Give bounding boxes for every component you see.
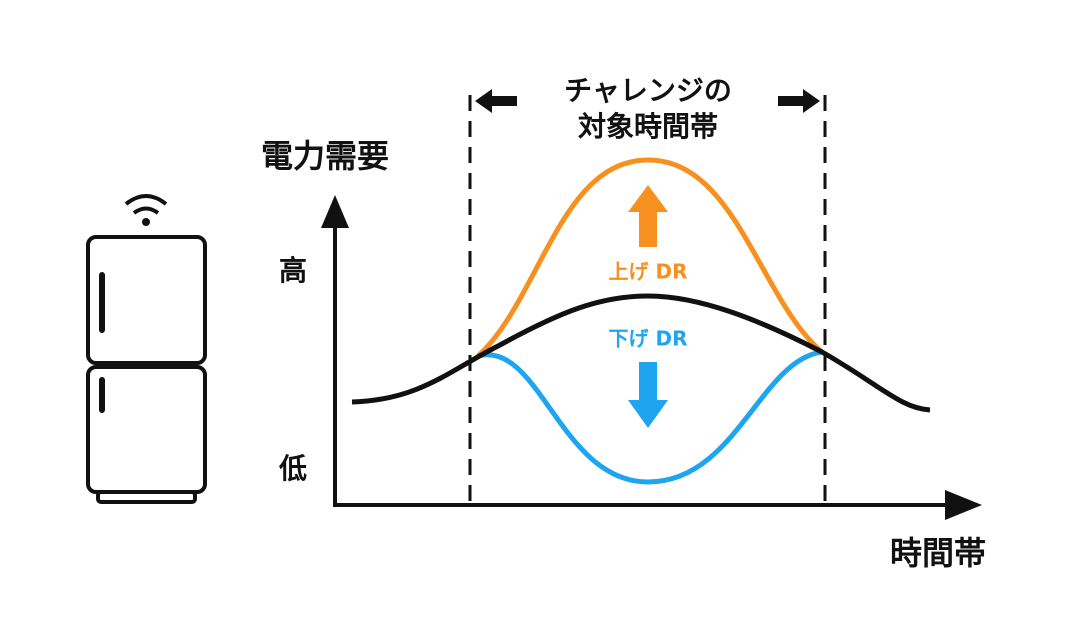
x-axis-arrow (945, 490, 982, 520)
up-arrow (628, 185, 668, 247)
y-axis-arrow (321, 195, 349, 228)
up-dr-label: 上げ DR (609, 260, 688, 284)
demand-curve (351, 293, 931, 413)
window-label: チャレンジの (564, 74, 732, 107)
window-label: 対象時間帯 (578, 110, 718, 143)
fridge-icon (86, 194, 207, 504)
y-high-label: 高 (279, 254, 307, 287)
x-axis-label: 時間帯 (890, 534, 986, 572)
window-arrow-left (475, 89, 517, 113)
down-arrow (628, 362, 668, 428)
y-low-label: 低 (278, 452, 307, 485)
y-axis-label: 電力需要 (261, 137, 389, 175)
up-dr-curve (476, 157, 824, 358)
down-dr-label: 下げ DR (609, 327, 688, 351)
wifi-dot (142, 218, 150, 226)
window-arrow-right (778, 89, 820, 113)
down-dr-curve (477, 349, 823, 485)
